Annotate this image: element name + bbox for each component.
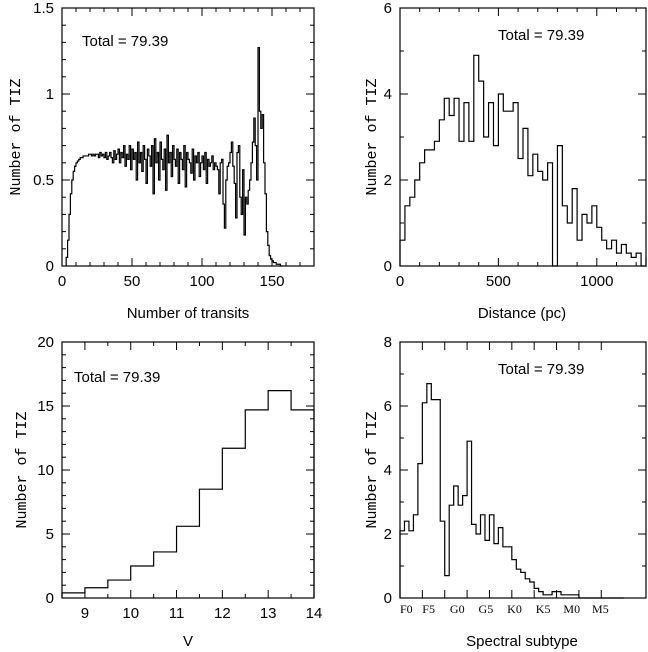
x-tick-label: M0 bbox=[563, 602, 580, 616]
y-tick-label: 4 bbox=[384, 86, 392, 103]
x-tick-label: 12 bbox=[214, 605, 231, 622]
y-tick-label: 15 bbox=[37, 398, 54, 415]
y-axis-label: Number of TIZ bbox=[14, 411, 31, 528]
x-tick-label: 14 bbox=[306, 605, 323, 622]
total-annotation: Total = 79.39 bbox=[74, 369, 160, 386]
histogram-series bbox=[61, 390, 315, 598]
total-annotation: Total = 79.39 bbox=[498, 361, 584, 378]
histogram-series bbox=[399, 54, 647, 267]
y-tick-label: 4 bbox=[384, 462, 392, 479]
panel-vmag: 9 10 11 12 13 14 0 5 10 15 20 Total = 79.39 V Numb… bbox=[14, 334, 322, 650]
y-tick-label: 5 bbox=[46, 526, 54, 543]
panel-distance: 0 500 1000 0 2 4 6 Total = 79.39 Distance (pc)… bbox=[364, 0, 647, 322]
x-tick-label: K5 bbox=[536, 602, 551, 616]
total-annotation: Total = 79.39 bbox=[498, 27, 584, 44]
y-tick-label: 6 bbox=[384, 398, 392, 415]
y-tick-label: 10 bbox=[37, 462, 54, 479]
y-tick-label: 2 bbox=[384, 526, 392, 543]
histogram-series bbox=[399, 383, 624, 599]
x-tick-label: G5 bbox=[479, 602, 494, 616]
x-tick-label: 9 bbox=[81, 605, 89, 622]
x-axis-label: Distance (pc) bbox=[478, 305, 566, 322]
x-tick-label: 500 bbox=[486, 273, 511, 290]
x-tick-label: 150 bbox=[259, 273, 284, 290]
x-tick-label: 1000 bbox=[580, 273, 613, 290]
axis-ticks: 9 10 11 12 13 14 0 5 10 15 20 bbox=[37, 334, 322, 622]
y-axis-label: Number of TIZ bbox=[364, 411, 381, 528]
y-tick-label: 1.5 bbox=[33, 0, 54, 17]
plot-frame bbox=[399, 341, 647, 599]
x-axis-label: V bbox=[183, 633, 193, 650]
x-tick-label: F0 bbox=[400, 602, 413, 616]
x-axis-label: Number of transits bbox=[127, 305, 250, 322]
y-tick-label: 1 bbox=[46, 86, 54, 103]
y-tick-label: 0 bbox=[384, 590, 392, 607]
x-axis-label: Spectral subtype bbox=[466, 633, 578, 650]
x-tick-label: G0 bbox=[450, 602, 465, 616]
y-tick-label: 20 bbox=[37, 334, 54, 351]
x-tick-label: 13 bbox=[260, 605, 277, 622]
axis-ticks: 0 50 100 150 0 0.5 1 1.5 bbox=[33, 0, 314, 290]
y-tick-label: 0 bbox=[46, 258, 54, 275]
axis-ticks: 0 500 1000 0 2 4 6 bbox=[384, 0, 646, 290]
panel-transits: 0 50 100 150 0 0.5 1 1.5 Total = 79.39 Number o… bbox=[8, 0, 315, 322]
x-tick-label: F5 bbox=[422, 602, 435, 616]
y-tick-label: 0 bbox=[46, 590, 54, 607]
y-axis-label: Number of TIZ bbox=[364, 78, 381, 195]
y-tick-label: 0 bbox=[384, 258, 392, 275]
x-tick-label: 10 bbox=[122, 605, 139, 622]
axis-ticks: F0 F5 G0 G5 K0 K5 M0 M5 0 2 4 6 8 bbox=[384, 334, 646, 616]
x-tick-label: K0 bbox=[507, 602, 522, 616]
y-tick-label: 0.5 bbox=[33, 172, 54, 189]
y-tick-label: 8 bbox=[384, 334, 392, 351]
y-tick-label: 2 bbox=[384, 172, 392, 189]
y-axis-label: Number of TIZ bbox=[8, 78, 25, 195]
histogram-series bbox=[65, 46, 284, 267]
x-tick-label: 0 bbox=[58, 273, 66, 290]
y-tick-label: 6 bbox=[384, 0, 392, 17]
x-tick-label: 11 bbox=[169, 605, 185, 622]
total-annotation: Total = 79.39 bbox=[82, 33, 168, 50]
x-tick-label: 100 bbox=[189, 273, 214, 290]
panel-spectral: F0 F5 G0 G5 K0 K5 M0 M5 0 2 4 6 8 Total = 79.39 Spec… bbox=[364, 334, 647, 650]
x-tick-label: 0 bbox=[396, 273, 404, 290]
x-tick-label: M5 bbox=[592, 602, 609, 616]
x-tick-label: 50 bbox=[124, 273, 141, 290]
